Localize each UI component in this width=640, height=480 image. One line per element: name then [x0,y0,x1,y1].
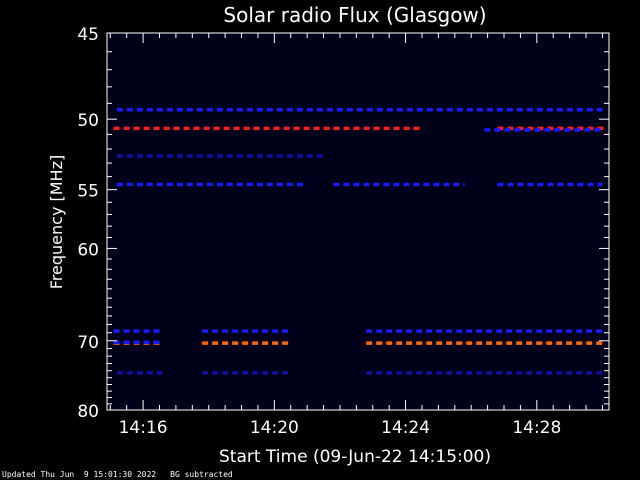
y-tick-label: 60 [77,240,99,260]
y-tick-label: 45 [77,25,99,45]
y-tick-label: 55 [77,182,99,202]
x-axis-label: Start Time (09-Jun-22 14:15:00) [219,447,491,467]
y-tick-label: 80 [77,402,99,422]
x-tick-label: 14:16 [119,418,168,438]
x-tick-label: 14:24 [381,418,430,438]
plot-area [106,32,610,411]
x-tick-label: 14:28 [512,418,561,438]
axes: 45 50 55 60 70 80 14:16 14:20 14:24 14:28 [77,25,609,438]
spectrogram-bands [113,108,606,375]
chart-title: Solar radio Flux (Glasgow) [223,3,486,27]
bg-note: BG subtracted [170,470,233,479]
y-tick-label: 70 [77,333,99,353]
y-axis-label: Frequency [MHz] [47,155,66,289]
y-tick-label: 50 [77,111,99,131]
x-tick-label: 14:20 [250,418,299,438]
footer: Updated Thu Jun 9 15:01:30 2022 BG subtra… [2,470,247,479]
updated-timestamp: Updated Thu Jun 9 15:01:30 2022 [2,470,157,479]
